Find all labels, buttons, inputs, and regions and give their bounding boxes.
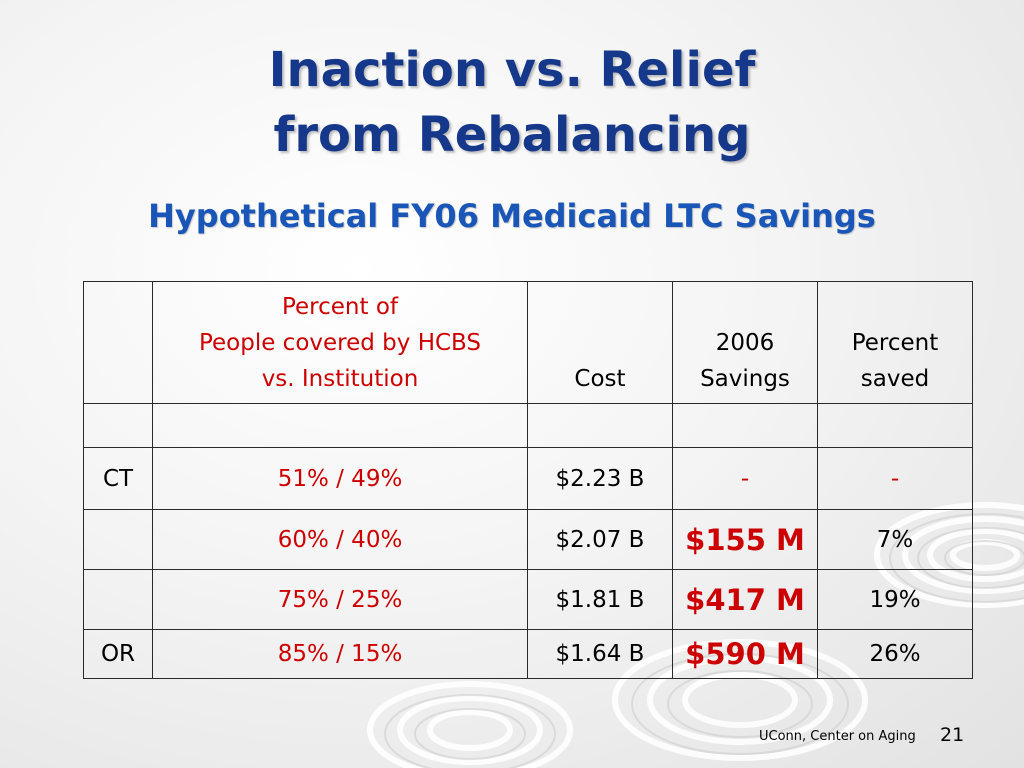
- table-spacer-row: [83, 403, 973, 448]
- row-savings: $417 M: [672, 569, 818, 630]
- row-percent-saved: 19%: [817, 569, 973, 630]
- header-percent-saved: Percent saved: [817, 281, 973, 404]
- table-header-row: Percent of People covered by HCBS vs. In…: [83, 281, 973, 404]
- row-state: [83, 569, 153, 630]
- savings-table: Percent of People covered by HCBS vs. In…: [83, 281, 973, 679]
- row-state: [83, 509, 153, 570]
- row-cost: $2.23 B: [527, 447, 673, 510]
- header-savings: 2006 Savings: [672, 281, 818, 404]
- row-cost: $1.81 B: [527, 569, 673, 630]
- header-percent-covered: Percent of People covered by HCBS vs. In…: [152, 281, 528, 404]
- slide-title-line2: from Rebalancing: [273, 107, 751, 163]
- header-percent-saved-line2: saved: [860, 366, 930, 392]
- header-cost: Cost: [527, 281, 673, 404]
- page-number: 21: [940, 724, 965, 746]
- footer-source: UConn, Center on Aging: [759, 729, 916, 744]
- table-row: 75% / 25% $1.81 B $417 M 19%: [83, 569, 973, 630]
- row-split: 60% / 40%: [152, 509, 528, 570]
- table-row: CT 51% / 49% $2.23 B - -: [83, 447, 973, 510]
- slide-subtitle: Hypothetical FY06 Medicaid LTC Savings: [148, 197, 876, 235]
- row-state: OR: [83, 629, 153, 679]
- header-percent-covered-line2: People covered by HCBS: [198, 330, 482, 356]
- row-split: 51% / 49%: [152, 447, 528, 510]
- row-percent-saved: -: [817, 447, 973, 510]
- row-percent-saved: 26%: [817, 629, 973, 679]
- header-savings-line1: 2006: [715, 330, 775, 356]
- row-percent-saved: 7%: [817, 509, 973, 570]
- row-cost: $2.07 B: [527, 509, 673, 570]
- row-state: CT: [83, 447, 153, 510]
- header-percent-covered-line1: Percent of: [281, 294, 399, 320]
- row-split: 75% / 25%: [152, 569, 528, 630]
- row-savings: -: [672, 447, 818, 510]
- row-savings: $590 M: [672, 629, 818, 679]
- table-row: OR 85% / 15% $1.64 B $590 M 26%: [83, 629, 973, 679]
- header-percent-covered-line3: vs. Institution: [261, 366, 419, 392]
- header-savings-line2: Savings: [700, 366, 790, 392]
- row-split: 85% / 15%: [152, 629, 528, 679]
- spacer-cell: [83, 403, 153, 448]
- spacer-cell: [817, 403, 973, 448]
- row-savings: $155 M: [672, 509, 818, 570]
- header-state: [83, 281, 153, 404]
- slide-title-line1: Inaction vs. Relief: [268, 42, 756, 98]
- row-cost: $1.64 B: [527, 629, 673, 679]
- header-percent-saved-line1: Percent: [851, 330, 939, 356]
- spacer-cell: [527, 403, 673, 448]
- spacer-cell: [672, 403, 818, 448]
- table-row: 60% / 40% $2.07 B $155 M 7%: [83, 509, 973, 570]
- spacer-cell: [152, 403, 528, 448]
